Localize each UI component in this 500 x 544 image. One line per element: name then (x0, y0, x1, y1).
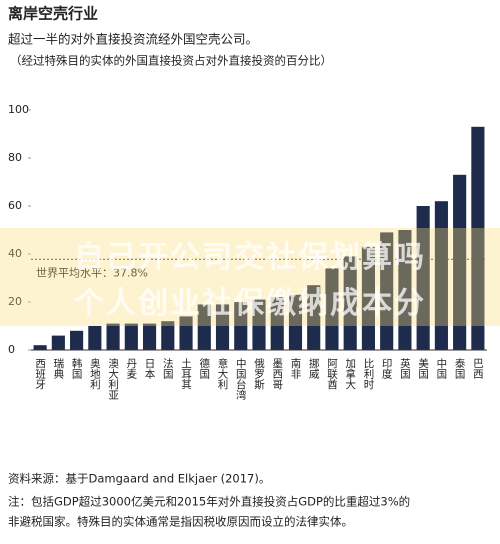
bar (234, 302, 248, 350)
bar (215, 304, 230, 350)
x-tick-label: 奥地利 (89, 357, 101, 389)
y-tick-label: 80 (8, 151, 22, 164)
bar (453, 174, 467, 350)
x-tick-label: 韩国 (71, 357, 83, 380)
bar (416, 206, 430, 350)
x-tick-label: 中国台湾 (235, 357, 247, 401)
bar (270, 297, 284, 350)
chart-subtitle: 超过一半的对外直接投资流经外国空壳公司。 (8, 32, 258, 47)
x-tick-label: 丹麦 (125, 358, 137, 380)
bar (325, 268, 339, 350)
x-tick-label: 法国 (162, 357, 174, 380)
bar (179, 316, 193, 350)
bar (124, 323, 138, 350)
bar (343, 256, 357, 350)
bar (252, 299, 266, 350)
x-tick-label: 印度 (381, 358, 393, 380)
x-tick-label: 挪威 (308, 357, 320, 380)
x-tick-label: 日本 (144, 358, 156, 380)
watermark: 自己开公司交社保划算吗 (74, 240, 426, 275)
x-tick-label: 南非 (289, 357, 301, 380)
x-tick-label: 意大利 (217, 357, 229, 389)
bar (142, 323, 157, 350)
x-tick-label: 美国 (417, 357, 429, 380)
x-tick-label: 澳大利亚 (107, 357, 119, 400)
bar (434, 201, 448, 350)
bar (307, 285, 321, 350)
note: 注：包括GDP超过3000亿美元和2015年对外直接投资占GDP的比重超过3%的 (8, 495, 410, 509)
x-tick-label: 英国 (399, 357, 411, 380)
y-tick-label: 20 (8, 295, 22, 308)
note: 非避税国家。特殊目的实体通常是指因税收原因而设立的法律实体。 (8, 515, 353, 529)
bar (471, 126, 485, 350)
chart-title: 离岸空壳行业 (8, 5, 98, 23)
x-tick-label: 巴西 (472, 358, 484, 379)
x-tick-label: 瑞典 (52, 358, 64, 380)
bar (161, 321, 175, 350)
bar (197, 304, 211, 350)
bar (51, 335, 65, 350)
bar (33, 345, 47, 350)
bar (361, 246, 376, 350)
bar (70, 330, 84, 350)
x-tick-label: 西班牙 (34, 358, 46, 390)
watermark-band (0, 228, 500, 326)
y-tick-label: 0 (8, 343, 15, 356)
x-tick-label: 比利时 (362, 357, 374, 389)
x-tick-label: 中国 (435, 357, 447, 380)
bar (398, 230, 412, 350)
x-tick-label: 加拿大 (344, 358, 356, 390)
bar (288, 294, 303, 350)
chart-description: （经过特殊目的实体的外国直接投资占对外直接投资的百分比） (10, 54, 332, 68)
y-tick-label: 60 (8, 199, 22, 212)
bar (106, 323, 120, 350)
source: 资料来源：基于Damgaard and Elkjaer (2017)。 (8, 472, 270, 486)
watermark: 个人创业社保缴纳成本分 (74, 286, 426, 321)
x-tick-label: 德国 (198, 357, 210, 380)
x-tick-label: 阿联酋 (326, 358, 338, 390)
x-tick-label: 土耳其 (180, 357, 192, 390)
y-tick-label: 40 (8, 247, 22, 260)
x-tick-label: 墨西哥 (271, 358, 283, 390)
x-tick-label: 俄罗斯 (253, 358, 265, 390)
average-label: 世界平均水平：37.8% (36, 266, 148, 279)
bar (380, 232, 394, 350)
y-tick-label: 100 (8, 103, 29, 116)
x-tick-label: 泰国 (454, 357, 466, 380)
bar (88, 326, 102, 350)
